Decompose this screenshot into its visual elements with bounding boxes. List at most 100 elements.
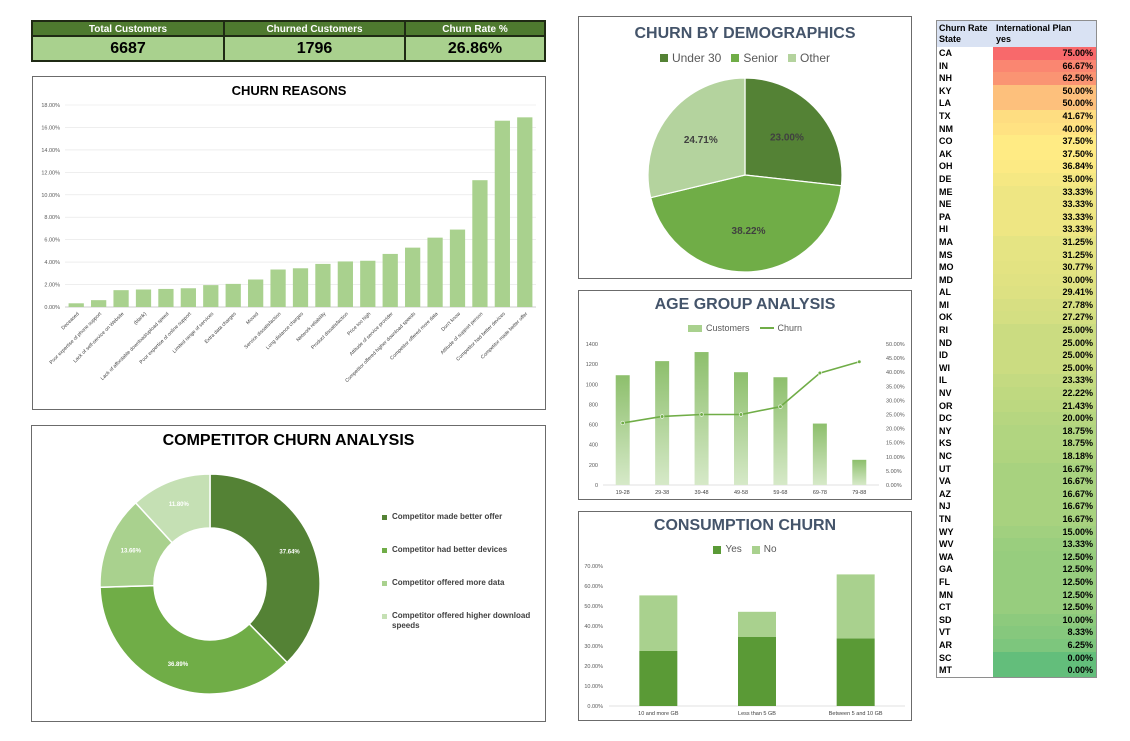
legend-line-marker xyxy=(759,327,774,329)
y-tick-label: 50.00% xyxy=(584,604,603,610)
table-row: FL 12.50% xyxy=(937,575,1096,589)
y-tick-label: 8.00% xyxy=(44,215,60,221)
chart-title: AGE GROUP ANALYSIS xyxy=(654,296,836,313)
legend-label: Other xyxy=(800,51,831,65)
rate-cell: 0.00% xyxy=(993,664,1096,677)
x-tick-label: Limited range of services xyxy=(172,311,216,355)
rate-cell: 37.50% xyxy=(993,147,1096,161)
rate-cell: 25.00% xyxy=(993,361,1096,375)
rate-cell: 25.00% xyxy=(993,324,1096,337)
state-cell: AR xyxy=(937,638,993,652)
y2-tick-label: 5.00% xyxy=(886,469,902,475)
y-tick-label: 16.00% xyxy=(41,125,60,131)
rate-cell: 33.33% xyxy=(993,185,1096,199)
table-row: HI 33.33% xyxy=(937,223,1096,236)
kpi-label: Total Customers xyxy=(33,22,223,37)
state-cell: MS xyxy=(937,248,993,262)
state-cell: AZ xyxy=(937,487,993,501)
bar xyxy=(337,261,353,307)
legend-swatch xyxy=(382,515,387,520)
rate-cell: 30.77% xyxy=(993,261,1096,274)
bar xyxy=(180,288,196,307)
rate-cell: 75.00% xyxy=(993,47,1096,60)
bar xyxy=(225,283,241,307)
x-tick-label: Don't know xyxy=(440,311,462,333)
y-tick-label: 0.00% xyxy=(587,704,603,710)
table-row: MT 0.00% xyxy=(937,664,1096,677)
table-row: WY 15.00% xyxy=(937,525,1096,539)
table-row: CO 37.50% xyxy=(937,135,1096,148)
x-tick-label: 29-38 xyxy=(655,490,669,496)
table-row: CT 12.50% xyxy=(937,601,1096,614)
table-row: AZ 16.67% xyxy=(937,487,1096,501)
rate-cell: 20.00% xyxy=(993,412,1096,425)
bar xyxy=(292,268,309,307)
table-row: OH 36.84% xyxy=(937,160,1096,173)
donut-segment xyxy=(99,584,289,695)
rate-cell: 18.18% xyxy=(993,450,1096,463)
rate-cell: 25.00% xyxy=(993,336,1096,350)
churn-point xyxy=(738,412,744,417)
state-cell: KS xyxy=(937,437,993,450)
table-row: MA 31.25% xyxy=(937,235,1096,249)
demographics-legend: Under 30 Senior Other xyxy=(579,51,911,65)
legend-item: Competitor offered higher download speed… xyxy=(382,611,552,631)
bar xyxy=(449,229,466,307)
state-cell: AK xyxy=(937,147,993,161)
y2-tick-label: 25.00% xyxy=(886,413,905,419)
x-tick-label: Less than 5 GB xyxy=(738,711,776,717)
header-label: yes xyxy=(996,34,1012,44)
rate-cell: 13.33% xyxy=(993,538,1096,551)
x-tick-label: (blank) xyxy=(133,311,148,326)
y-tick-label: 1400 xyxy=(586,342,598,348)
state-cell: WA xyxy=(937,550,993,564)
rate-cell: 23.33% xyxy=(993,374,1096,388)
state-cell: WI xyxy=(937,361,993,375)
state-cell: WV xyxy=(937,538,993,551)
segment-data-label: 13.66% xyxy=(121,549,142,555)
state-cell: GA xyxy=(937,563,993,576)
state-cell: HI xyxy=(937,223,993,236)
header-label: State xyxy=(939,34,962,44)
bar xyxy=(694,352,709,485)
y-tick-label: 70.00% xyxy=(584,564,603,570)
pie-slice xyxy=(647,77,746,199)
churn-point xyxy=(660,414,665,419)
y-tick-label: 1000 xyxy=(586,382,598,388)
table-body: CA 75.00% IN 66.67% NH 62.50% KY 50.00% LA 50.00%… xyxy=(937,47,1096,677)
legend-swatch xyxy=(751,545,760,554)
bar-no xyxy=(639,595,678,651)
state-cell: IL xyxy=(937,374,993,388)
churn-point xyxy=(620,420,625,426)
rate-cell: 29.41% xyxy=(993,286,1096,299)
table-row: DE 35.00% xyxy=(937,172,1096,186)
rate-cell: 66.67% xyxy=(993,59,1096,73)
state-churn-table: Churn Rate State International Plan yes CA… xyxy=(936,20,1097,678)
legend-label: Churn xyxy=(777,323,803,333)
y2-tick-label: 20.00% xyxy=(886,427,905,433)
table-row: OK 27.27% xyxy=(937,311,1096,325)
kpi-total-customers: Total Customers 6687 xyxy=(33,22,225,60)
table-row: MN 12.50% xyxy=(937,588,1096,602)
state-cell: SC xyxy=(937,651,993,665)
state-cell: LA xyxy=(937,97,993,110)
y2-tick-label: 30.00% xyxy=(886,398,905,404)
legend-item: Other xyxy=(788,51,830,65)
y2-tick-label: 35.00% xyxy=(886,384,905,390)
slice-data-label: 38.22% xyxy=(732,226,766,237)
table-row: UT 16.67% xyxy=(937,462,1096,476)
donut-segment xyxy=(209,473,321,664)
demographics-pie-chart: 23.00% 38.22% 24.71% xyxy=(647,77,843,273)
y-tick-label: 0 xyxy=(595,483,598,489)
table-row: AK 37.50% xyxy=(937,147,1096,161)
bar xyxy=(517,117,533,307)
bar xyxy=(360,260,376,307)
x-tick-label: 19-28 xyxy=(616,490,630,496)
table-row: MD 30.00% xyxy=(937,273,1096,287)
state-cell: VA xyxy=(937,475,993,488)
y-tick-label: 14.00% xyxy=(41,148,60,154)
state-cell: MO xyxy=(937,261,993,274)
legend-label: Senior xyxy=(743,51,779,65)
x-tick-label: 59-68 xyxy=(773,490,787,496)
consumption-chart: 0.00% 10.00% 20.00% 30.00% 40.00% 50.00% 60.00… xyxy=(584,564,905,717)
